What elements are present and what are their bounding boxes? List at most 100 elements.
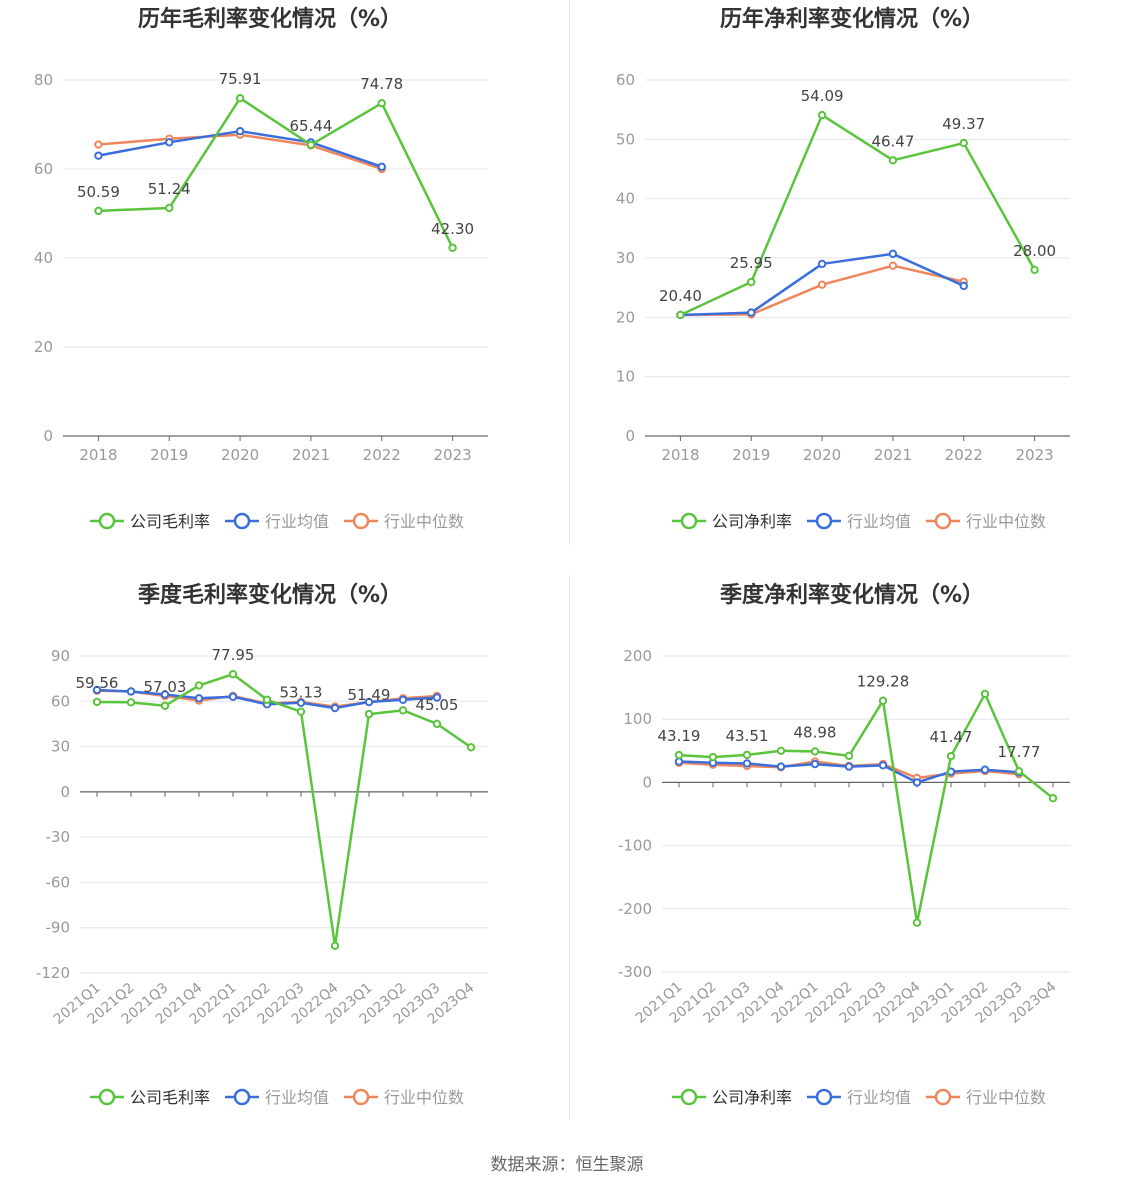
- data-point: [296, 707, 306, 716]
- data-point: [747, 277, 756, 287]
- data-point: [194, 681, 204, 690]
- data-point: [235, 126, 245, 136]
- data-point: [844, 762, 854, 771]
- data-point: [810, 759, 820, 769]
- data-label: 46.47: [871, 132, 914, 150]
- data-label: 50.59: [77, 183, 120, 201]
- data-label: 20.40: [659, 287, 702, 305]
- x-tick-label: 2018: [79, 446, 117, 464]
- data-point: [306, 140, 316, 149]
- data-point: [92, 685, 102, 695]
- x-tick-label: 2021: [292, 446, 330, 464]
- legend-marker-icon: [934, 1088, 952, 1106]
- legend-label: 行业均值: [847, 1088, 911, 1107]
- data-label: 77.95: [212, 646, 255, 664]
- chart-svg: 历年毛利率变化情况（%） 0 20 40 60 80 2018 2019 2020 2021 202…: [34, 6, 488, 531]
- data-point: [126, 698, 136, 707]
- data-point: [377, 99, 386, 108]
- legend-label: 行业中位数: [966, 512, 1046, 531]
- data-point: [742, 750, 752, 760]
- data-label: 74.78: [360, 75, 403, 93]
- data-point: [432, 719, 442, 729]
- data-label: 43.19: [658, 727, 701, 745]
- legend-marker-icon: [680, 512, 698, 530]
- data-label: 51.49: [348, 686, 391, 704]
- data-point: [776, 746, 786, 756]
- data-point: [708, 752, 718, 762]
- x-tick-label: 2022: [363, 446, 401, 464]
- chart-annual-net-margin: 历年净利率变化情况（%） 0 10 20 30 40 50 60 2018 2019 2020 202…: [582, 0, 1134, 576]
- y-tick-label: 80: [34, 71, 53, 89]
- series-line-company: [98, 96, 454, 249]
- data-point: [959, 138, 968, 148]
- data-point: [888, 156, 898, 165]
- data-point: [262, 695, 272, 704]
- chart-title: 历年净利率变化情况（%）: [720, 6, 984, 32]
- data-point: [912, 918, 922, 927]
- legend-marker-icon: [233, 512, 251, 530]
- data-point: [330, 703, 340, 713]
- data-label: 17.77: [998, 743, 1041, 761]
- data-point: [92, 697, 102, 707]
- y-tick-label: 200: [623, 647, 652, 665]
- data-point: [364, 697, 374, 707]
- data-point: [980, 765, 990, 774]
- data-point: [1030, 265, 1039, 275]
- chart-title: 历年毛利率变化情况（%）: [138, 6, 402, 32]
- data-label: 25.95: [730, 254, 773, 272]
- y-tick-label: -120: [36, 964, 70, 982]
- data-point: [1048, 794, 1058, 803]
- data-label: 51.24: [148, 180, 191, 198]
- y-tick-label: -200: [618, 900, 652, 918]
- legend-marker-icon: [98, 1088, 116, 1106]
- y-tick-label: 50: [616, 130, 635, 148]
- data-point: [674, 757, 684, 766]
- x-tick-label: 2020: [221, 446, 259, 464]
- data-source-note: 数据来源：恒生聚源: [490, 1155, 644, 1175]
- legend-marker-icon: [815, 512, 833, 530]
- x-tick-label: 2023: [433, 446, 471, 464]
- legend-label: 公司净利率: [712, 512, 792, 531]
- y-tick-label: 90: [51, 647, 70, 665]
- data-label: 28.00: [1013, 242, 1056, 260]
- data-point: [817, 280, 827, 289]
- x-tick-label: 2021: [874, 446, 912, 464]
- legend-label: 行业均值: [265, 1088, 329, 1107]
- data-label: 57.03: [144, 678, 187, 696]
- y-tick-label: -100: [618, 837, 652, 855]
- panel-divider: [569, 0, 570, 545]
- data-point: [377, 162, 386, 171]
- y-tick-label: 10: [616, 368, 635, 386]
- data-point: [878, 696, 888, 705]
- data-point: [94, 206, 103, 216]
- data-point: [912, 778, 922, 787]
- data-point: [844, 751, 854, 761]
- x-tick-label: 2023: [1015, 446, 1053, 464]
- chart-quarterly-net-margin: 季度净利率变化情况（%） -300 -200 -100 0 100 200 2021Q1 202…: [582, 576, 1134, 1152]
- legend-marker-icon: [934, 512, 952, 530]
- data-label: 45.05: [416, 696, 459, 714]
- y-tick-label: -90: [46, 919, 71, 937]
- data-label: 54.09: [801, 87, 844, 105]
- x-tick-label: 2019: [150, 446, 188, 464]
- legend-marker-icon: [815, 1088, 833, 1106]
- y-tick-label: 40: [34, 249, 53, 267]
- chart-svg: 季度净利率变化情况（%）-300-200-10001002002021Q1202…: [618, 582, 1070, 1107]
- legend-marker-icon: [352, 512, 370, 530]
- legend-label: 行业中位数: [384, 1088, 464, 1107]
- data-point: [448, 243, 457, 252]
- data-point: [94, 140, 103, 149]
- data-point: [1014, 766, 1024, 776]
- data-point: [466, 743, 476, 752]
- data-label: 129.28: [857, 673, 910, 691]
- panel-divider: [569, 575, 570, 1120]
- chart-svg: 季度毛利率变化情况（%）-120-90-60-3003060902021Q120…: [36, 582, 488, 1107]
- data-point: [398, 695, 408, 704]
- data-point: [165, 203, 174, 213]
- y-tick-label: -30: [46, 828, 71, 846]
- data-point: [194, 694, 204, 703]
- data-point: [817, 110, 827, 120]
- x-tick-label: 2022: [945, 446, 983, 464]
- data-point: [228, 669, 238, 679]
- legend-marker-icon: [233, 1088, 251, 1106]
